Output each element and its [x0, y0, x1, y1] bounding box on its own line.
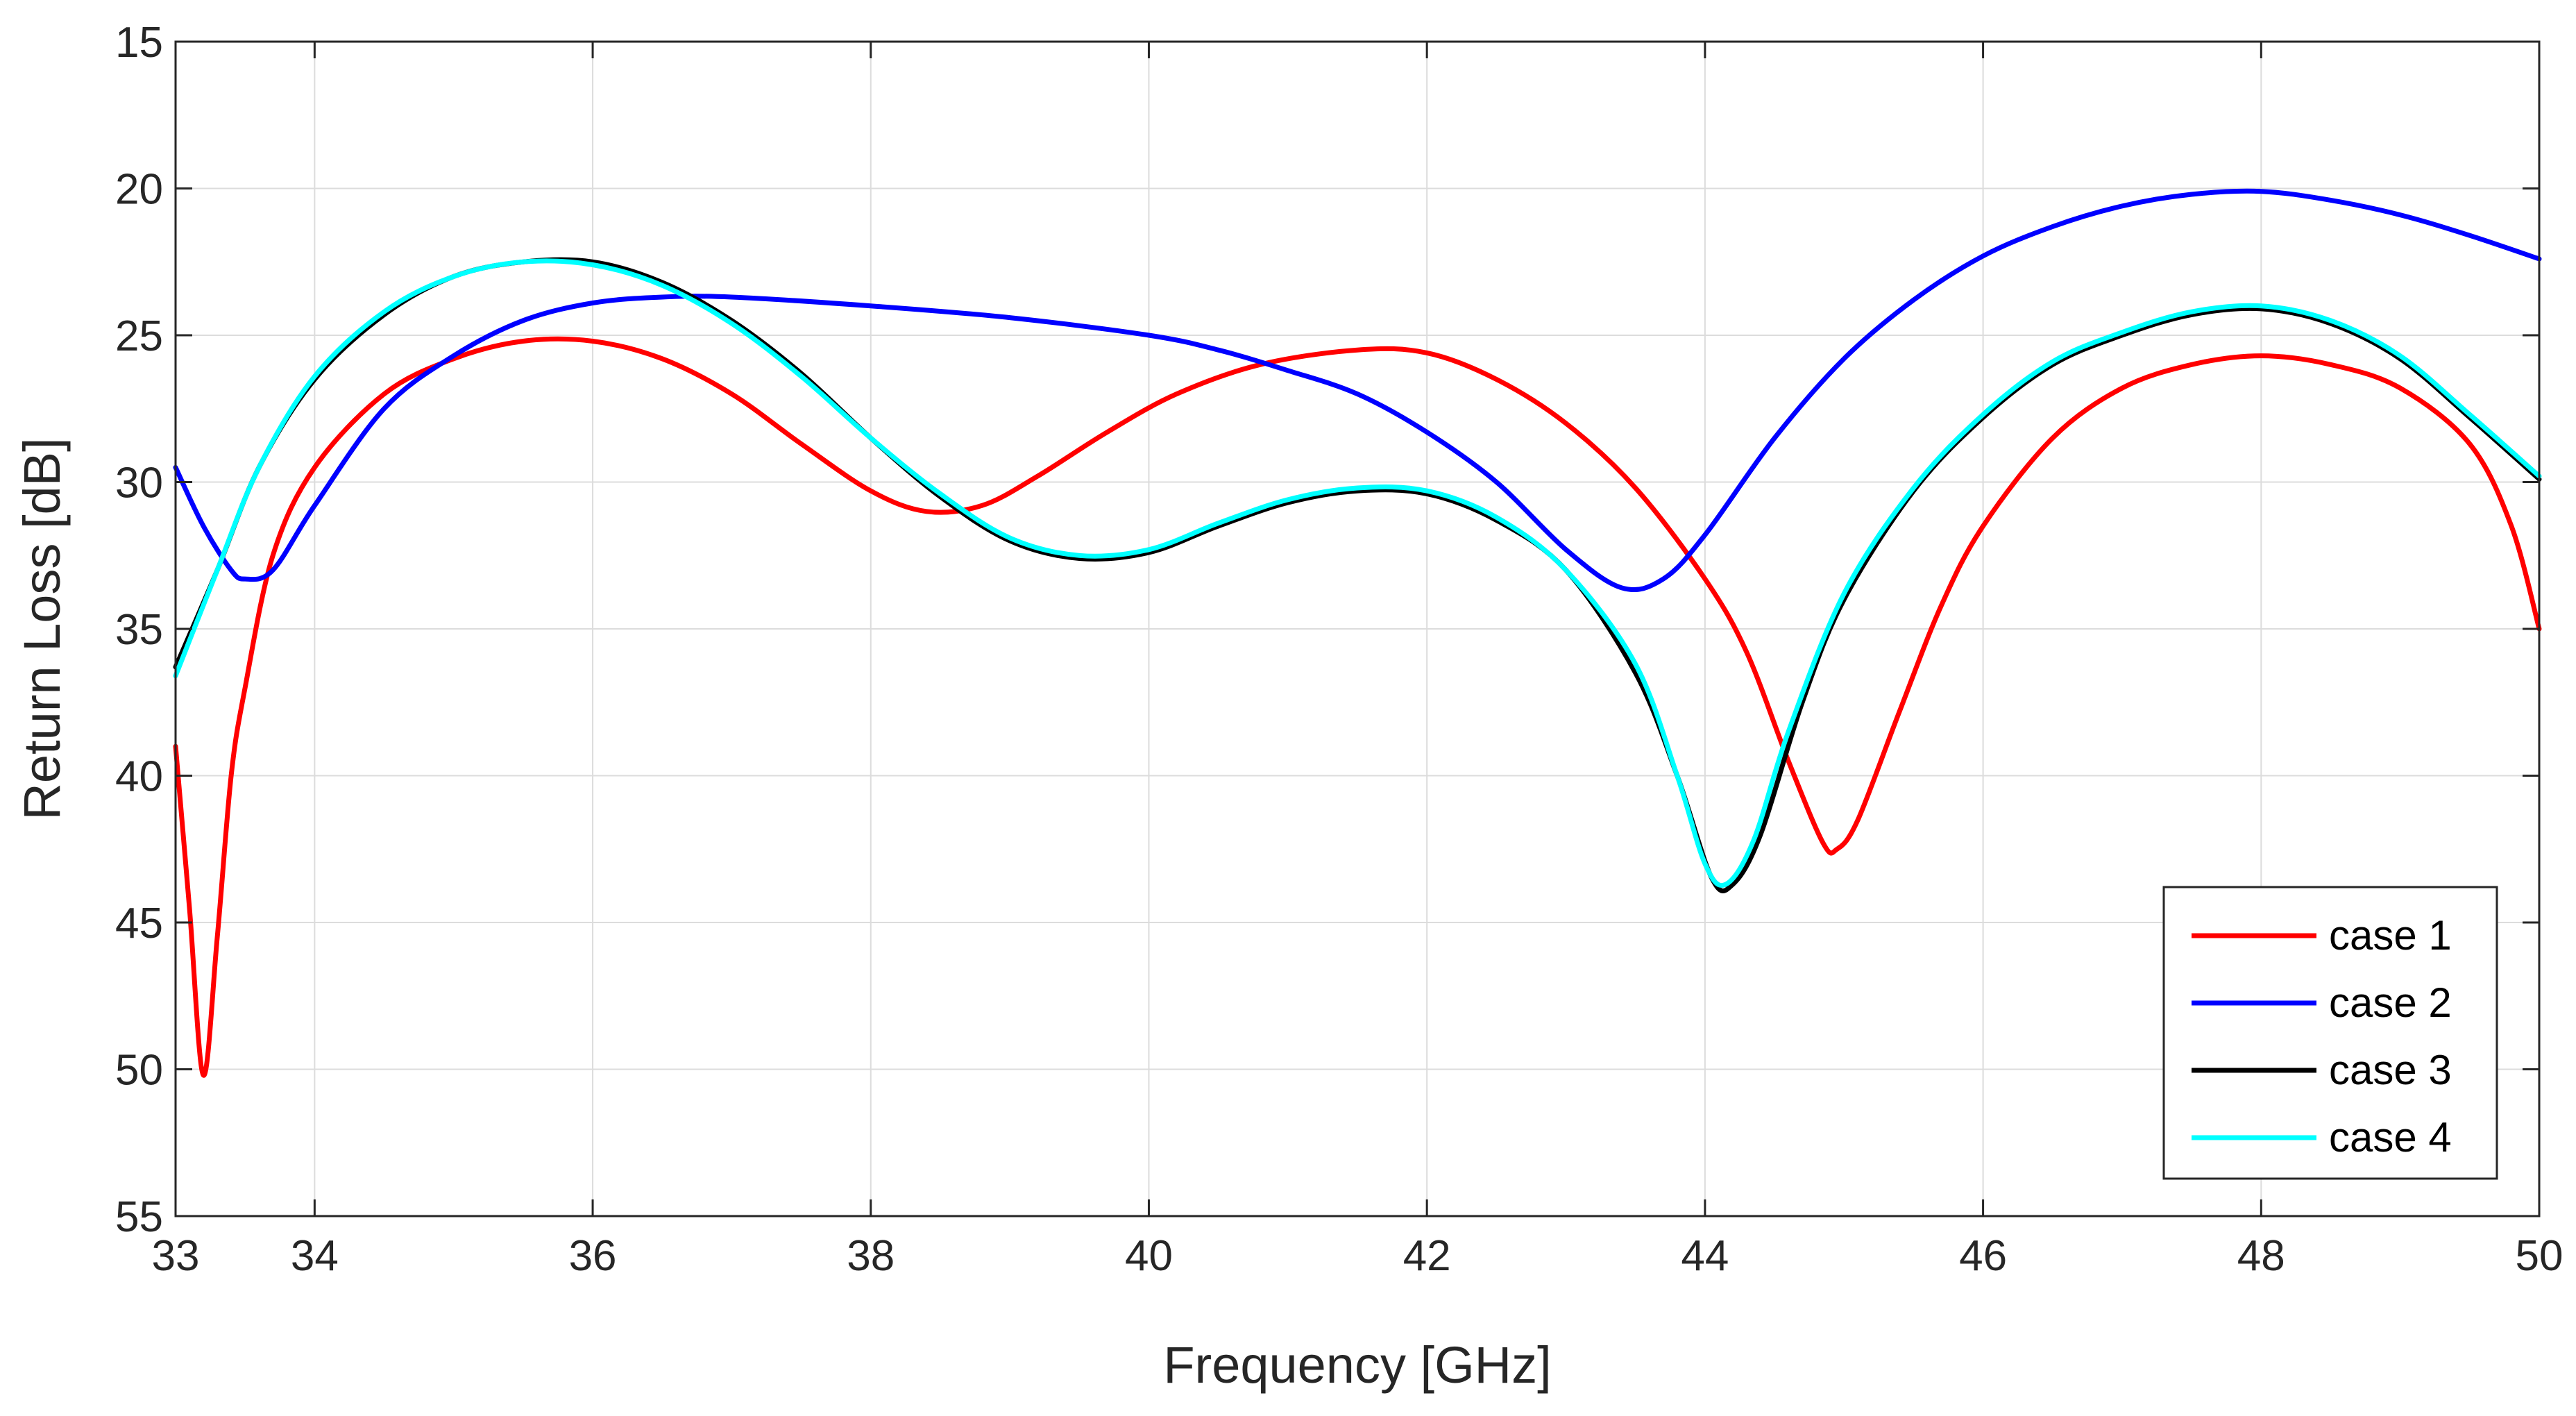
legend-label-case-2: case 2 [2329, 979, 2452, 1026]
x-tick-label: 42 [1403, 1232, 1451, 1280]
x-tick-label: 33 [152, 1232, 200, 1280]
series-lines [173, 188, 2542, 1078]
series-line-case-4 [173, 258, 2542, 888]
y-tick-label: 55 [115, 1193, 163, 1241]
x-tick-label: 48 [2237, 1232, 2285, 1280]
y-tick-label: 30 [115, 460, 163, 507]
x-tick-label: 38 [847, 1232, 895, 1280]
x-tick-label: 44 [1681, 1232, 1729, 1280]
y-tick-label: 25 [115, 312, 163, 360]
x-tick-label: 46 [1959, 1232, 2007, 1280]
x-tick-label: 36 [569, 1232, 617, 1280]
legend: case 1 case 2 case 3 case 4 [2162, 886, 2498, 1180]
series-line-case-2 [173, 188, 2542, 592]
series-line-case-1 [173, 336, 2542, 1078]
x-axis-title: Frequency [GHz] [1163, 1336, 1551, 1394]
y-axis-title: Return Loss [dB] [13, 437, 71, 820]
y-tick-label: 35 [115, 606, 163, 654]
x-tick-label: 34 [291, 1232, 339, 1280]
x-tick-label: 40 [1125, 1232, 1173, 1280]
axis-ticks [174, 40, 2541, 1217]
x-tick-labels: 33 34 36 38 40 42 44 46 48 50 [152, 1232, 2564, 1280]
y-tick-label: 50 [115, 1047, 163, 1095]
legend-label-case-3: case 3 [2329, 1047, 2452, 1093]
y-tick-label: 20 [115, 166, 163, 214]
y-tick-label: 15 [115, 19, 163, 67]
y-tick-labels: 15 20 25 30 35 40 45 50 55 [115, 19, 163, 1241]
y-tick-label: 45 [115, 900, 163, 947]
x-tick-label: 50 [2516, 1232, 2564, 1280]
y-tick-label: 40 [115, 753, 163, 801]
legend-label-case-4: case 4 [2329, 1114, 2452, 1161]
legend-label-case-1: case 1 [2329, 912, 2452, 959]
